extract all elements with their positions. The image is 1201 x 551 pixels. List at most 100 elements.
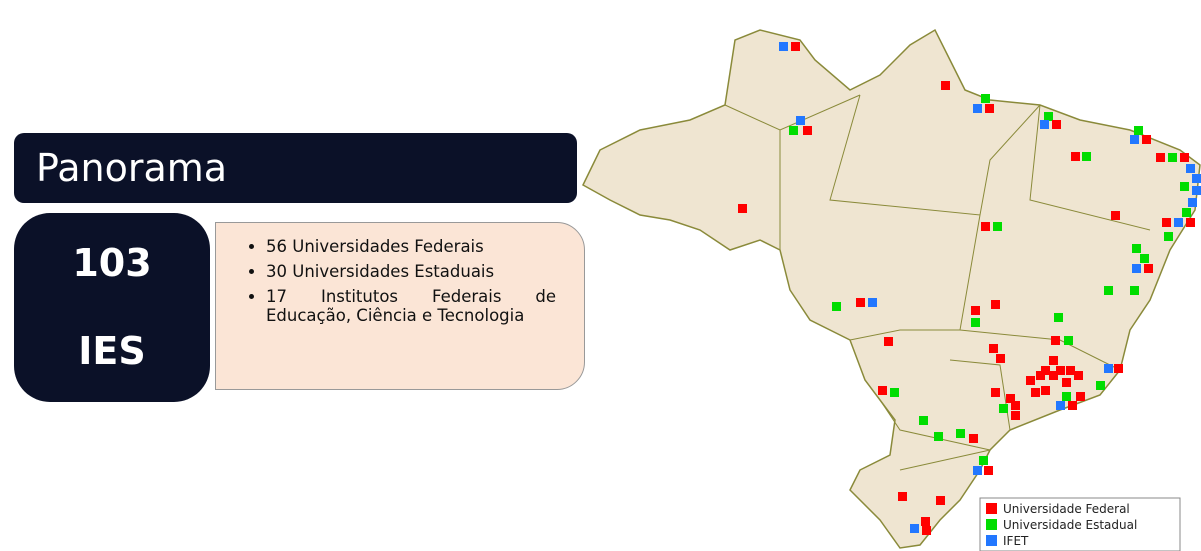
institution-marker <box>1041 366 1050 375</box>
institution-marker <box>1052 120 1061 129</box>
institution-marker <box>1082 152 1091 161</box>
institution-marker <box>1156 153 1165 162</box>
institution-marker <box>973 104 982 113</box>
institution-marker <box>1074 371 1083 380</box>
institution-marker <box>991 300 1000 309</box>
institution-marker <box>1056 401 1065 410</box>
institution-marker <box>1041 386 1050 395</box>
institution-marker <box>1076 392 1085 401</box>
institution-marker <box>738 204 747 213</box>
institution-marker <box>985 104 994 113</box>
legend-swatch <box>986 519 997 530</box>
institution-marker <box>999 404 1008 413</box>
institution-marker <box>1174 218 1183 227</box>
institution-marker <box>1130 135 1139 144</box>
brazil-outline <box>582 28 1201 549</box>
institution-marker <box>1071 152 1080 161</box>
institution-marker <box>1132 244 1141 253</box>
bullet: 30 Universidades Estaduais <box>266 262 556 281</box>
institution-marker <box>971 318 980 327</box>
institution-marker <box>1144 264 1153 273</box>
institution-marker <box>991 388 1000 397</box>
institution-marker <box>993 222 1002 231</box>
institution-marker <box>1132 264 1141 273</box>
institution-marker <box>1140 254 1149 263</box>
institution-marker <box>1142 135 1151 144</box>
institution-marker <box>1162 218 1171 227</box>
institution-marker <box>898 492 907 501</box>
institution-marker <box>832 302 841 311</box>
institution-marker <box>981 222 990 231</box>
institution-marker <box>890 388 899 397</box>
institution-marker <box>936 496 945 505</box>
institution-marker <box>1006 394 1015 403</box>
institution-marker <box>934 432 943 441</box>
institution-marker <box>1064 336 1073 345</box>
institution-marker <box>1068 401 1077 410</box>
institution-marker <box>1104 364 1113 373</box>
institution-marker <box>1134 126 1143 135</box>
summary-label: IES <box>78 329 146 373</box>
institution-marker <box>1180 153 1189 162</box>
institution-marker <box>1192 186 1201 195</box>
institution-marker <box>1054 313 1063 322</box>
institution-marker <box>1180 182 1189 191</box>
institution-marker <box>1186 218 1195 227</box>
legend-box <box>979 497 1181 551</box>
institution-marker <box>1049 371 1058 380</box>
institution-marker <box>1031 388 1040 397</box>
institution-marker <box>1051 336 1060 345</box>
institution-marker <box>910 524 919 533</box>
institution-marker <box>1164 232 1173 241</box>
institution-marker <box>796 116 805 125</box>
institution-marker <box>996 354 1005 363</box>
institution-marker <box>1062 392 1071 401</box>
institution-marker <box>868 298 877 307</box>
legend-label: Universidade Federal <box>1003 502 1130 516</box>
institution-marker <box>1186 164 1195 173</box>
institution-marker <box>984 466 993 475</box>
legend-label: IFET <box>1003 534 1029 548</box>
institution-marker <box>1062 378 1071 387</box>
legend-swatch <box>986 535 997 546</box>
institution-marker <box>779 42 788 51</box>
institution-marker <box>878 386 887 395</box>
institution-marker <box>1104 286 1113 295</box>
institution-marker <box>1011 411 1020 420</box>
institution-marker <box>1066 366 1075 375</box>
institution-marker <box>971 306 980 315</box>
institution-marker <box>856 298 865 307</box>
bullet: 17 Institutos Federais de Educação, Ciên… <box>266 287 556 325</box>
institution-marker <box>956 429 965 438</box>
legend-swatch <box>986 503 997 514</box>
summary: 103 IES <box>14 213 210 402</box>
institution-marker <box>979 456 988 465</box>
bullet-box: 56 Universidades Federais 30 Universidade… <box>215 222 585 390</box>
institution-marker <box>1168 153 1177 162</box>
institution-marker <box>1114 364 1123 373</box>
institution-marker <box>981 94 990 103</box>
institution-marker <box>989 344 998 353</box>
institution-marker <box>884 337 893 346</box>
institution-marker <box>921 517 930 526</box>
institution-marker <box>1192 174 1201 183</box>
institution-marker <box>1036 371 1045 380</box>
summary-number: 103 <box>72 241 152 285</box>
institution-marker <box>1182 208 1191 217</box>
bullet: 56 Universidades Federais <box>266 237 556 256</box>
institution-marker <box>1011 401 1020 410</box>
institution-marker <box>969 434 978 443</box>
institution-marker <box>1130 286 1139 295</box>
title: Panorama <box>14 133 577 203</box>
institution-marker <box>791 42 800 51</box>
institution-marker <box>1044 112 1053 121</box>
institution-marker <box>1026 376 1035 385</box>
institution-marker <box>941 81 950 90</box>
institution-marker <box>1040 120 1049 129</box>
bullet-list: 56 Universidades Federais 30 Universidade… <box>254 237 556 325</box>
institution-marker <box>919 416 928 425</box>
institution-marker <box>1188 198 1197 207</box>
institution-marker <box>1049 356 1058 365</box>
institution-marker <box>1056 366 1065 375</box>
